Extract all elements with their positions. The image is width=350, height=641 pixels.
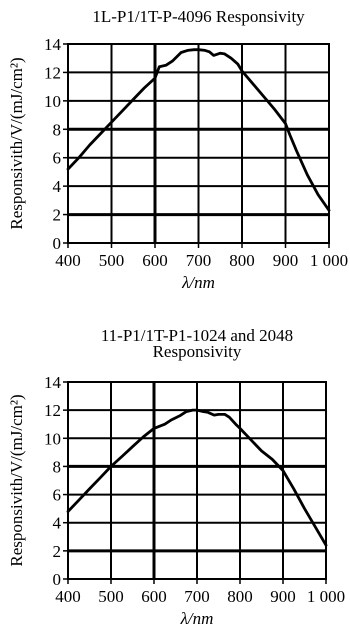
chart-2-y-axis-label: Responsivith/V/(mJ/cm²) <box>7 394 26 566</box>
chart-1-y-tick-label: 8 <box>53 120 62 139</box>
chart-1-x-tick-label: 500 <box>99 251 125 270</box>
chart-1-x-tick-label: 700 <box>186 251 212 270</box>
chart-2-title: 11-P1/1T-P1-1024 and 2048 <box>101 326 293 345</box>
chart-2-title: Responsivity <box>153 342 242 361</box>
chart-1-x-tick-label: 400 <box>55 251 81 270</box>
chart-1-x-tick-label: 900 <box>273 251 299 270</box>
chart-1-x-tick-label: 600 <box>142 251 168 270</box>
chart-2-x-tick-label: 700 <box>184 587 210 606</box>
chart-2-y-tick-label: 4 <box>53 514 62 533</box>
chart-2-x-tick-label: 500 <box>98 587 124 606</box>
chart-1-y-tick-label: 6 <box>53 149 62 168</box>
chart-1-series-line <box>66 48 331 212</box>
chart-1-y-tick-label: 10 <box>44 92 61 111</box>
chart-1-x-tick-label: 1 000 <box>310 251 348 270</box>
chart-2-x-tick-label: 400 <box>55 587 81 606</box>
chart-1-y-tick-label: 14 <box>44 35 62 54</box>
chart-2-x-tick-label: 1 000 <box>307 587 345 606</box>
chart-2-y-tick-label: 6 <box>53 486 62 505</box>
chart-1-title: 1L-P1/1T-P-4096 Responsivity <box>92 7 305 26</box>
chart-2-series-line <box>66 408 328 547</box>
chart-1-x-axis-label: λ/nm <box>181 273 215 292</box>
chart-2-y-tick-label: 8 <box>53 457 62 476</box>
chart-2-y-tick-label: 12 <box>44 401 61 420</box>
chart-2-x-axis-label: λ/nm <box>180 609 214 628</box>
chart-2-x-tick-label: 600 <box>141 587 167 606</box>
chart-1-svg: 1L-P1/1T-P-4096 Responsivity 0 2 4 6 8 10 12 14 4… <box>7 7 348 292</box>
chart-1-y-tick-label: 2 <box>53 206 62 225</box>
chart-2-y-tick-label: 2 <box>53 542 62 561</box>
chart-1-y-tick-label: 0 <box>53 234 62 253</box>
chart-2-y-tick-label: 0 <box>53 570 62 589</box>
chart-1-y-tick-label: 4 <box>53 177 62 196</box>
chart-2-x-tick-label: 900 <box>270 587 296 606</box>
chart-1-y-tick-label: 12 <box>44 63 61 82</box>
chart-1-y-axis-label: Responsivith/V/(mJ/cm²) <box>7 57 26 229</box>
chart-panel-2: 11-P1/1T-P1-1024 and 2048 Responsivity 0 2 4… <box>0 320 350 641</box>
chart-panel-1: 1L-P1/1T-P-4096 Responsivity 0 2 4 6 8 10 12 14 4… <box>0 0 350 305</box>
chart-2-x-tick-label: 800 <box>227 587 253 606</box>
chart-2-y-tick-label: 14 <box>44 373 62 392</box>
chart-1-x-tick-label: 800 <box>229 251 255 270</box>
chart-2-y-tick-label: 10 <box>44 429 61 448</box>
